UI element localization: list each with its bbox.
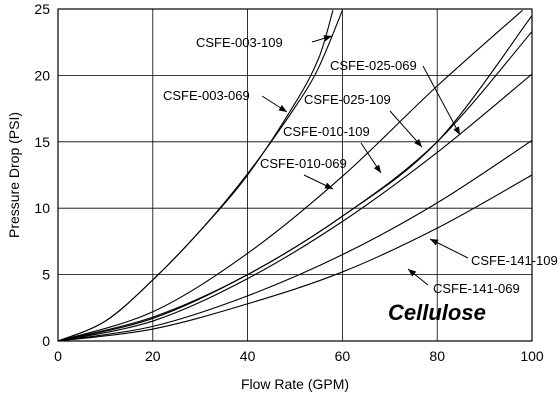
series-label-csfe-003-069: CSFE-003-069 xyxy=(163,88,250,103)
leader-line-csfe-025-109 xyxy=(389,110,423,148)
grid-lines xyxy=(58,9,532,341)
x-tick-label: 20 xyxy=(145,348,161,364)
leader-arrow-csfe-010-109 xyxy=(373,164,381,173)
series-label-csfe-003-109: CSFE-003-109 xyxy=(196,35,283,50)
series-labels: CSFE-003-109 CSFE-003-069 CSFE-025-069 CSFE… xyxy=(163,35,558,296)
tick-labels: 0 20 40 60 80 100 0 5 10 15 20 25 xyxy=(34,1,543,364)
series-line-csfe-141-109 xyxy=(58,174,532,341)
y-axis-title: Pressure Drop (PSI) xyxy=(6,112,22,238)
x-axis-title: Flow Rate (GPM) xyxy=(241,376,349,392)
leader-arrow-csfe-025-069 xyxy=(453,126,460,135)
y-tick-label: 0 xyxy=(42,333,50,349)
y-tick-label: 25 xyxy=(34,1,50,17)
leader-arrow-csfe-003-069 xyxy=(278,104,287,112)
leader-arrow-csfe-003-109 xyxy=(323,35,332,42)
series-line-csfe-003-069 xyxy=(58,10,334,341)
series-label-csfe-010-069: CSFE-010-069 xyxy=(260,156,347,171)
leader-line-csfe-025-069 xyxy=(422,65,461,136)
series-curves xyxy=(58,9,532,341)
cellulose-annotation: Cellulose xyxy=(388,300,486,325)
leader-arrow-csfe-141-109 xyxy=(430,239,439,246)
x-tick-label: 80 xyxy=(429,348,445,364)
x-tick-label: 40 xyxy=(240,348,256,364)
y-tick-label: 15 xyxy=(34,134,50,150)
label-leaders xyxy=(261,35,469,286)
series-label-csfe-025-069: CSFE-025-069 xyxy=(330,58,417,73)
x-tick-label: 0 xyxy=(54,348,62,364)
series-label-csfe-025-109: CSFE-025-109 xyxy=(304,92,391,107)
series-line-csfe-025-109 xyxy=(58,73,532,341)
series-line-csfe-003-109 xyxy=(58,10,343,341)
series-label-csfe-010-109: CSFE-010-109 xyxy=(283,124,370,139)
y-tick-label: 5 xyxy=(42,267,50,283)
plot-frame xyxy=(57,8,533,342)
y-tick-label: 20 xyxy=(34,67,50,83)
series-line-csfe-025-069 xyxy=(58,15,532,341)
series-label-csfe-141-069: CSFE-141-069 xyxy=(433,281,520,296)
leader-arrow-csfe-010-069 xyxy=(324,182,333,189)
leader-arrow-csfe-025-109 xyxy=(414,138,422,147)
series-line-csfe-141-069 xyxy=(58,140,532,341)
series-label-csfe-141-109: CSFE-141-109 xyxy=(471,253,558,268)
leader-arrow-csfe-141-069 xyxy=(408,269,417,277)
x-tick-label: 100 xyxy=(520,348,544,364)
x-tick-label: 60 xyxy=(335,348,351,364)
y-tick-label: 10 xyxy=(34,200,50,216)
series-line-csfe-010-069 xyxy=(58,9,523,341)
